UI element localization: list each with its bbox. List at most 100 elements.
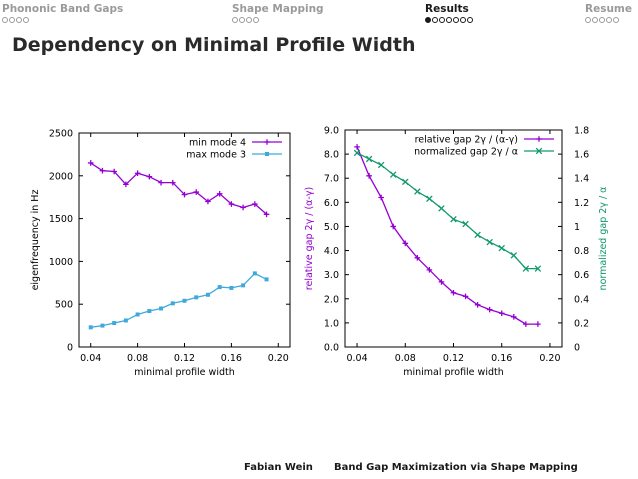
data-point (88, 325, 93, 330)
nav-dot[interactable] (239, 17, 245, 23)
data-point (474, 231, 481, 239)
nav-dot[interactable] (16, 17, 22, 23)
y-tick-label: 2500 (49, 129, 73, 140)
nav-dot[interactable] (23, 17, 29, 23)
data-point (486, 306, 493, 313)
nav-section-title[interactable]: Phononic Band Gaps (2, 3, 124, 15)
data-point (216, 190, 223, 197)
data-point (241, 283, 246, 288)
nav-dot[interactable] (585, 17, 591, 23)
nav-section-resume[interactable]: Resume (585, 3, 632, 23)
nav-section-shape-mapping[interactable]: Shape Mapping (232, 3, 324, 23)
data-point (134, 170, 141, 177)
y2-tick-label: 0 (574, 343, 580, 354)
nav-dot[interactable] (613, 17, 619, 23)
y2-tick-label: 1 (574, 222, 580, 233)
data-point (264, 139, 270, 145)
nav-section-title[interactable]: Shape Mapping (232, 3, 324, 15)
data-point (170, 301, 175, 306)
legend-label: relative gap 2γ / (α-γ) (415, 135, 518, 146)
data-point (159, 306, 164, 311)
data-point (498, 244, 505, 252)
nav-dots (425, 17, 473, 23)
nav-dot[interactable] (599, 17, 605, 23)
nav-dot[interactable] (9, 17, 15, 23)
nav-dots (2, 17, 123, 23)
nav-dot[interactable] (453, 17, 459, 23)
data-point (158, 179, 164, 186)
data-point (146, 173, 153, 180)
data-point (123, 318, 128, 323)
data-point (264, 277, 269, 282)
y2-tick-label: 1.6 (574, 150, 589, 161)
nav-dot[interactable] (592, 17, 598, 23)
data-point (135, 312, 140, 317)
footer-talk-title: Band Gap Maximization via Shape Mapping (334, 462, 578, 473)
x-tick-label: 0.04 (346, 353, 367, 364)
nav-dot[interactable] (246, 17, 252, 23)
data-point (252, 201, 258, 207)
y-tick-label: 0 (67, 343, 73, 354)
data-point (450, 215, 457, 223)
y2-tick-label: 0.2 (574, 318, 589, 329)
y-tick-label: 1000 (49, 257, 73, 268)
data-point (365, 155, 373, 163)
series-line (90, 162, 268, 215)
nav-dot[interactable] (2, 17, 8, 23)
data-point (263, 211, 270, 218)
y-tick-label: 1500 (49, 214, 73, 225)
x-tick-label: 0.04 (80, 353, 101, 364)
nav-dot[interactable] (446, 17, 452, 23)
data-point (240, 204, 246, 211)
y-axis-label: eigenfrequency in Hz (30, 190, 41, 291)
data-point (498, 310, 505, 317)
nav-dots (232, 17, 324, 23)
nav-dot[interactable] (425, 17, 431, 23)
y2-tick-label: 1.8 (574, 126, 589, 137)
x-tick-label: 0.08 (395, 353, 416, 364)
data-point (523, 321, 529, 327)
data-point (402, 178, 409, 186)
x-axis-label: minimal profile width (403, 367, 504, 378)
y2-tick-label: 0.6 (574, 270, 589, 281)
nav-dot[interactable] (232, 17, 238, 23)
y-tick-label: 5.0 (324, 222, 339, 233)
nav-section-results[interactable]: Results (425, 3, 473, 23)
data-point (510, 314, 517, 320)
nav-dot[interactable] (467, 17, 473, 23)
data-point (111, 168, 117, 175)
data-point (377, 161, 385, 169)
data-point (426, 267, 433, 273)
y2-axis-label: normalized gap 2γ / α (598, 187, 609, 291)
y-tick-label: 8.0 (324, 150, 339, 161)
data-point (252, 271, 257, 276)
data-point (426, 195, 433, 202)
y2-tick-label: 0.4 (574, 294, 589, 305)
data-point (100, 323, 105, 328)
data-point (438, 205, 445, 212)
y-tick-label: 9.0 (324, 126, 339, 137)
nav-dot[interactable] (432, 17, 438, 23)
nav-dot[interactable] (460, 17, 466, 23)
nav-section-title[interactable]: Results (425, 3, 469, 15)
data-point (414, 188, 421, 195)
nav-dot[interactable] (439, 17, 445, 23)
data-point (181, 191, 188, 198)
nav-section-phononic-band-gaps[interactable]: Phononic Band Gaps (2, 3, 123, 23)
footer-author: Fabian Wein (244, 462, 313, 473)
data-point (193, 189, 200, 195)
data-point (194, 295, 199, 300)
data-point (535, 321, 541, 327)
nav-dot[interactable] (606, 17, 612, 23)
y-tick-label: 0.0 (324, 343, 339, 354)
data-point (99, 167, 106, 174)
data-point (389, 171, 397, 178)
nav-dot[interactable] (253, 17, 259, 23)
x-tick-label: 0.12 (174, 353, 195, 364)
series-line (356, 152, 538, 270)
data-point (265, 152, 269, 156)
nav-section-title[interactable]: Resume (585, 3, 632, 15)
data-point (353, 149, 361, 157)
y-tick-label: 2000 (49, 171, 73, 182)
